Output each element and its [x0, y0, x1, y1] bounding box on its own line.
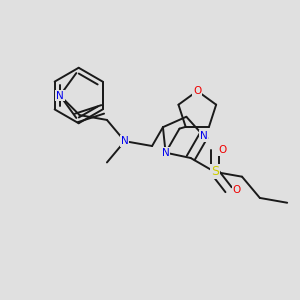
Text: N: N — [162, 148, 170, 158]
Text: O: O — [232, 185, 241, 195]
Text: O: O — [218, 145, 227, 155]
Text: N: N — [200, 131, 207, 141]
Text: O: O — [193, 86, 201, 96]
Text: N: N — [56, 91, 64, 100]
Text: N: N — [121, 136, 129, 146]
Text: S: S — [211, 165, 219, 178]
